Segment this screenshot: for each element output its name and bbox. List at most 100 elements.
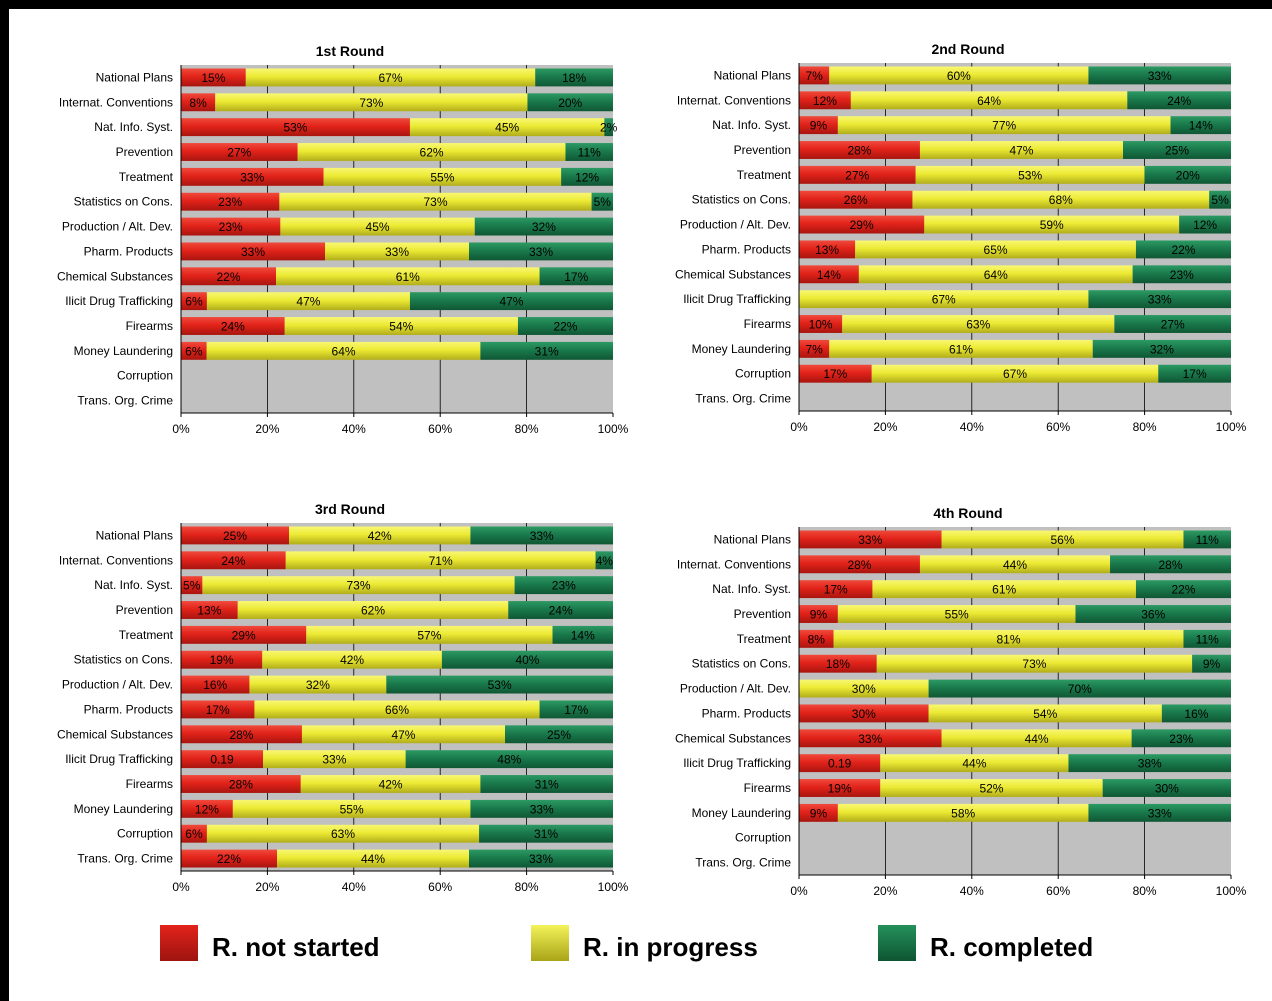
x-tick-label: 60%	[1046, 420, 1070, 434]
data-label: 33%	[529, 245, 553, 259]
data-label: 47%	[391, 728, 415, 742]
data-label: 8%	[808, 632, 826, 646]
data-label: 64%	[977, 94, 1001, 108]
data-label: 54%	[389, 320, 413, 334]
data-label: 61%	[949, 342, 973, 356]
category-label: Trans. Org. Crime	[77, 394, 173, 408]
data-label: 44%	[1025, 732, 1049, 746]
bar-segment	[1192, 654, 1231, 673]
bar-segment	[915, 165, 1145, 184]
bar-segment	[1110, 555, 1231, 574]
bar-segment	[284, 317, 518, 335]
data-label: 31%	[535, 344, 559, 358]
round-2-chart: National Plans 7% 60% 33% Internat. Conventi…	[633, 37, 1253, 457]
bar-segment	[1102, 779, 1231, 797]
data-label: 61%	[396, 270, 420, 284]
data-label: 9%	[810, 608, 828, 622]
x-tick-label: 80%	[1133, 420, 1157, 434]
category-label: Money Laundering	[74, 802, 173, 816]
data-label: 7%	[805, 342, 823, 356]
bar-segment	[837, 116, 1171, 135]
data-label: 12%	[1193, 218, 1217, 232]
bar-segment	[1092, 339, 1231, 358]
bar-segment	[181, 167, 324, 186]
round-1-chart: National Plans 15% 67% 18% Internat. Convent…	[15, 39, 635, 459]
data-label: 33%	[1148, 293, 1172, 307]
category-label: Production / Alt. Dev.	[62, 678, 173, 692]
bar-segment	[829, 66, 1089, 85]
chart-title: 2nd Round	[931, 41, 1005, 57]
category-label: Trans. Org. Crime	[77, 852, 173, 866]
data-label: 42%	[340, 653, 364, 667]
data-label: 31%	[535, 778, 559, 792]
data-label: 9%	[810, 806, 828, 820]
data-label: 44%	[361, 852, 385, 866]
x-tick-label: 40%	[960, 420, 984, 434]
bar-segment	[181, 242, 325, 261]
bar-segment	[799, 91, 851, 110]
bar-segment	[928, 679, 1231, 698]
bar-segment	[181, 625, 307, 644]
x-tick-label: 80%	[515, 422, 539, 436]
category-label: Money Laundering	[74, 344, 173, 358]
bar-segment	[181, 675, 250, 694]
data-label: 33%	[1148, 806, 1172, 820]
data-label: 20%	[1176, 168, 1200, 182]
data-label: 55%	[340, 802, 364, 816]
bar-segment	[1075, 605, 1231, 623]
bar-segment	[279, 192, 592, 211]
data-label: 33%	[529, 852, 553, 866]
category-label: Prevention	[734, 607, 791, 621]
bar-segment	[919, 555, 1111, 574]
bar-segment	[289, 526, 471, 545]
bar-segment	[1132, 265, 1231, 284]
category-label: Statistics on Cons.	[74, 653, 173, 667]
round-3-chart: National Plans 25% 42% 33% Internat. Convent…	[15, 497, 635, 917]
bar-segment	[206, 824, 480, 843]
bar-segment	[232, 799, 471, 818]
bar-segment	[799, 605, 838, 623]
bar-segment	[254, 700, 540, 719]
bar-segment	[181, 217, 281, 236]
bar-segment	[872, 580, 1136, 599]
bar-segment	[552, 625, 613, 644]
bar-segment	[1179, 215, 1231, 234]
bar-segment	[1127, 91, 1231, 110]
data-label: 12%	[813, 94, 837, 108]
data-label: 14%	[1189, 119, 1213, 133]
data-label: 0.19	[210, 753, 234, 767]
bar-segment	[1209, 190, 1231, 209]
chart-svg: National Plans 15% 67% 18% Internat. Convent…	[57, 65, 629, 436]
plot-area	[799, 527, 1231, 875]
bar-segment	[880, 754, 1069, 773]
category-label: Statistics on Cons.	[692, 657, 791, 671]
bar-segment	[799, 66, 830, 85]
data-label: 48%	[497, 753, 521, 767]
data-label: 61%	[992, 583, 1016, 597]
data-label: 22%	[1171, 583, 1195, 597]
bar-segment	[262, 650, 442, 669]
bar-segment	[539, 267, 613, 286]
bar-segment	[1135, 240, 1231, 259]
bar-segment	[1088, 803, 1231, 822]
data-label: 54%	[1033, 707, 1057, 721]
bar-segment	[181, 849, 277, 868]
figure-frame: National Plans 15% 67% 18% Internat. Convent…	[9, 9, 1272, 1001]
bar-segment	[1088, 290, 1231, 309]
bar-segment	[1123, 141, 1231, 159]
bar-segment	[837, 605, 1076, 623]
data-label: 11%	[1196, 533, 1219, 547]
bar-segment	[325, 242, 469, 261]
x-tick-label: 20%	[873, 884, 897, 898]
data-label: 65%	[984, 243, 1008, 257]
data-label: 27%	[227, 146, 251, 160]
data-label: 18%	[826, 657, 850, 671]
round-4-chart: National Plans 33% 56% 11% Internat. Convent…	[633, 501, 1253, 921]
data-label: 45%	[366, 220, 390, 234]
category-label: Treatment	[119, 170, 174, 184]
bar-segment	[306, 625, 553, 644]
category-label: Trans. Org. Crime	[695, 392, 791, 406]
data-label: 0.19	[828, 757, 852, 771]
category-label: National Plans	[96, 70, 173, 84]
data-label: 24%	[221, 554, 245, 568]
